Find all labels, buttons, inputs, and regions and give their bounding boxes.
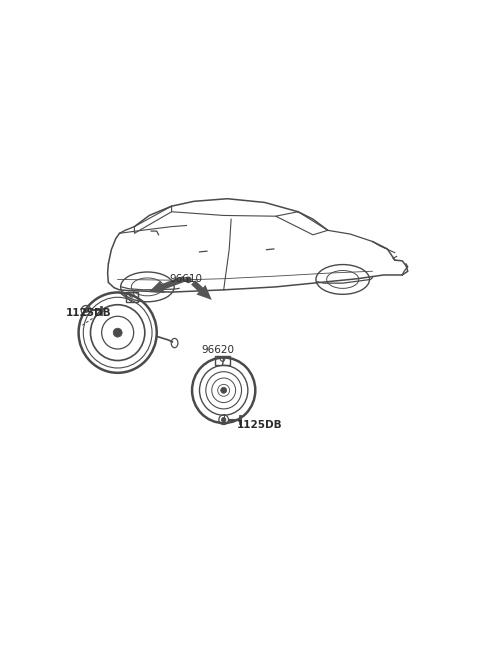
Bar xyxy=(126,291,138,302)
Text: 1125DB: 1125DB xyxy=(66,308,111,318)
Text: 96610: 96610 xyxy=(170,274,203,284)
Circle shape xyxy=(84,308,88,312)
Bar xyxy=(216,356,229,365)
Ellipse shape xyxy=(221,387,227,393)
Ellipse shape xyxy=(113,328,122,337)
Polygon shape xyxy=(191,280,212,300)
Polygon shape xyxy=(148,276,186,293)
Text: 1125DB: 1125DB xyxy=(237,419,282,430)
Circle shape xyxy=(186,277,191,282)
Circle shape xyxy=(221,417,226,422)
Text: 96620: 96620 xyxy=(202,345,234,355)
